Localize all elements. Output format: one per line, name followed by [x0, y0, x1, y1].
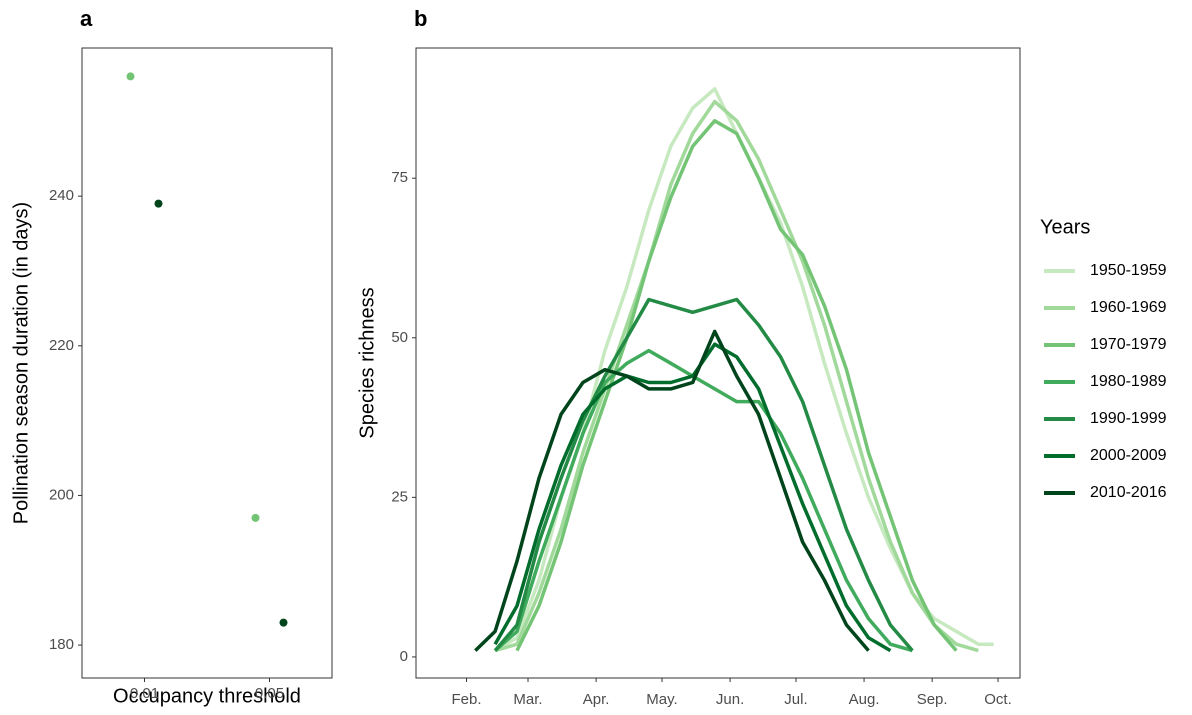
x-tick-label: Jun. — [716, 691, 744, 708]
y-tick-label: 240 — [49, 187, 74, 204]
point — [126, 72, 135, 81]
point — [154, 199, 163, 208]
series-line — [474, 329, 870, 652]
legend-label: 2010-2016 — [1090, 484, 1167, 501]
y-tick-label: 25 — [391, 488, 408, 505]
x-tick-label: Apr. — [583, 691, 610, 708]
x-tick-label: Sep. — [917, 691, 948, 708]
x-tick-label: Mar. — [513, 691, 542, 708]
y-tick-label: 75 — [391, 169, 408, 186]
y-tick-label: 200 — [49, 486, 74, 503]
y-tick-label: 220 — [49, 337, 74, 354]
legend-label: 2000-2009 — [1090, 447, 1167, 464]
legend-label: 1960-1969 — [1090, 299, 1167, 316]
series-line — [493, 342, 892, 653]
legend-title: Years — [1040, 216, 1090, 238]
legend-label: 1980-1989 — [1090, 373, 1167, 390]
series-line — [494, 99, 979, 653]
panel-title: b — [414, 6, 427, 31]
y-tick-label: 50 — [391, 329, 408, 346]
y-axis-label: Pollination season duration (in days) — [10, 202, 32, 524]
point — [279, 618, 288, 627]
series-line — [493, 297, 914, 652]
y-tick-label: 0 — [400, 648, 408, 665]
x-tick-label: Jul. — [784, 691, 807, 708]
x-tick-label: May. — [646, 691, 677, 708]
legend-label: 1990-1999 — [1090, 410, 1167, 427]
panel-border — [81, 47, 333, 679]
legend-label: 1970-1979 — [1090, 336, 1167, 353]
y-tick-label: 180 — [49, 636, 74, 653]
x-axis-label: Occupancy threshold — [113, 685, 301, 707]
x-tick-label: Feb. — [452, 691, 482, 708]
panel-title: a — [80, 6, 93, 31]
x-tick-label: 0.01 — [130, 685, 159, 702]
series-line — [515, 119, 958, 652]
x-tick-label: Oct. — [984, 691, 1012, 708]
y-axis-label: Species richness — [356, 287, 378, 438]
point — [251, 513, 260, 522]
x-tick-label: 0.05 — [255, 685, 284, 702]
legend-label: 1950-1959 — [1090, 262, 1167, 279]
x-tick-label: Aug. — [849, 691, 880, 708]
series-line — [493, 348, 913, 653]
panel-border — [415, 47, 1021, 679]
